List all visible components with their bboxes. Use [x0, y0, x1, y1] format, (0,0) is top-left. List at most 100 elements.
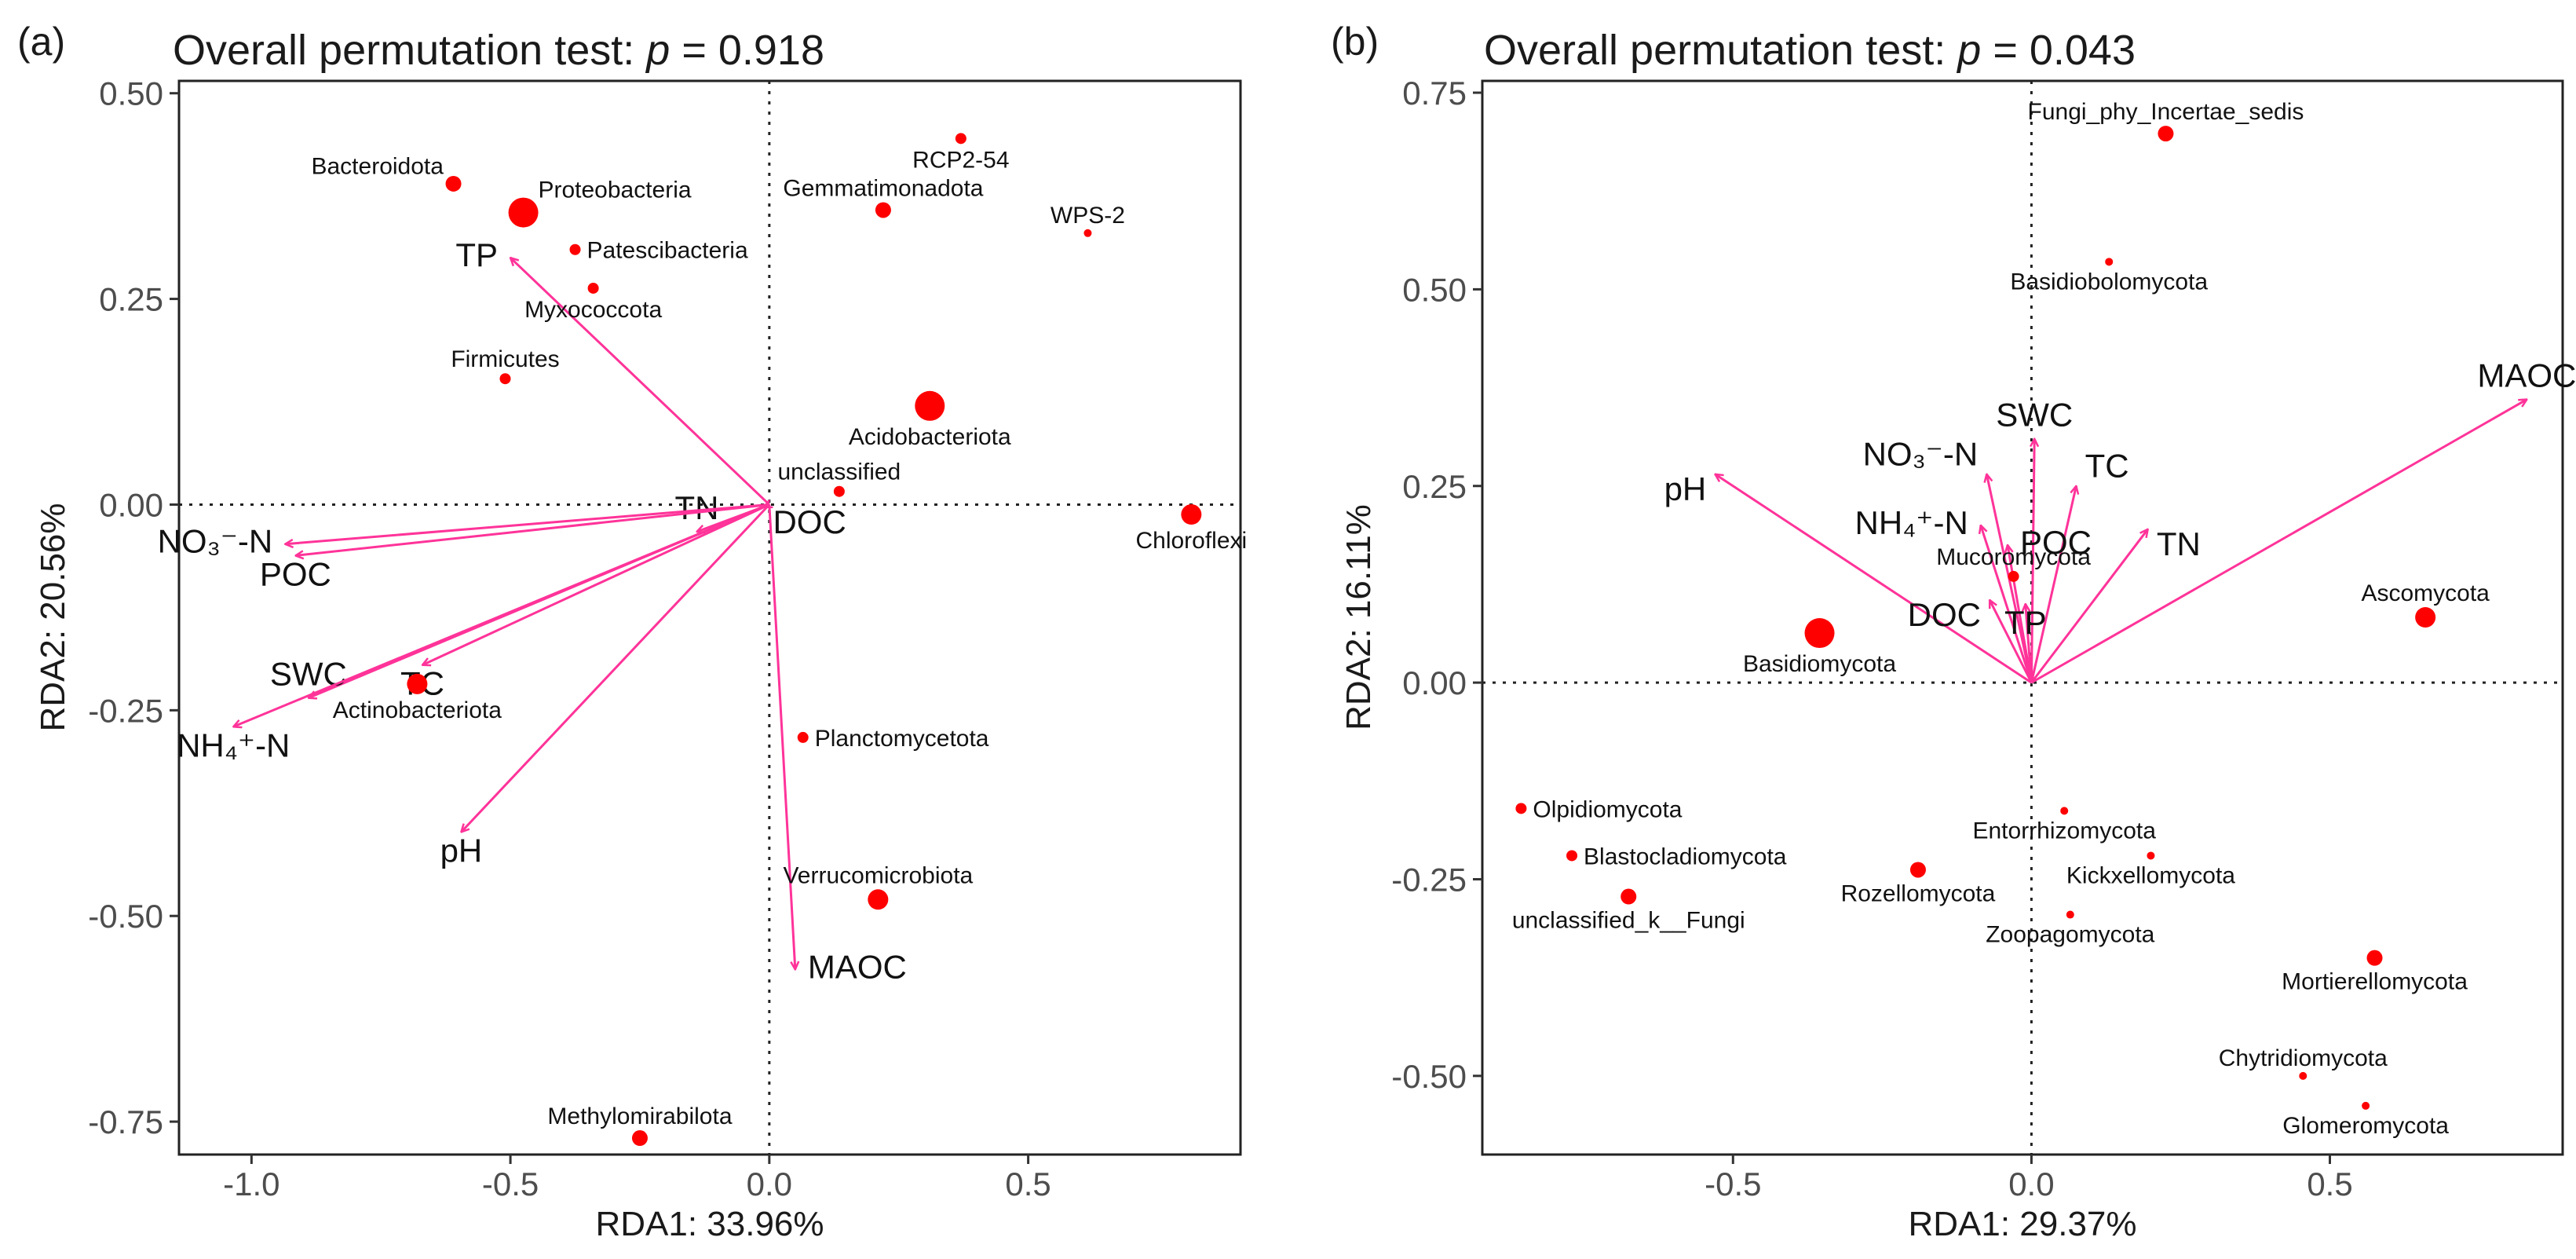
- species-point: [1083, 229, 1092, 237]
- panel-a: (a) Overall permutation test: p = 0.918 …: [17, 20, 1247, 1243]
- panel-b-plot-frame: [1481, 79, 2564, 1156]
- panel-a-x-axis: -1.0 -0.5 0.0 0.5: [223, 1155, 1051, 1202]
- x-tick-label: -1.0: [223, 1166, 280, 1202]
- species-point: [499, 373, 511, 385]
- panel-a-plot-frame: [177, 79, 1242, 1156]
- species-point: [2415, 606, 2436, 628]
- species-point: [2147, 851, 2155, 860]
- y-tick-label: 0.50: [99, 75, 163, 112]
- species-point: [508, 197, 539, 228]
- panel-b-y-axis: -0.50 -0.25 0.00 0.25 0.50 0.75: [1391, 75, 1482, 1095]
- species-label: Entorrhizomycota: [1972, 818, 2156, 844]
- y-tick-label: 0.75: [1402, 75, 1467, 112]
- x-tick-label: 0.0: [2008, 1166, 2054, 1202]
- y-tick-label: 0.25: [99, 281, 163, 318]
- y-tick-label: 0.25: [1402, 468, 1467, 505]
- species-point: [631, 1130, 648, 1147]
- env-vector-TP: [2026, 604, 2033, 683]
- env-label: DOC: [773, 503, 846, 540]
- panel-a-species-points: Bacteroidota Proteobacteria RCP2-54Gemmati…: [311, 133, 1247, 1147]
- species-label: Firmicutes: [451, 346, 559, 372]
- y-tick-label: -0.50: [1391, 1058, 1467, 1095]
- env-label: pH: [440, 832, 483, 869]
- env-vector-MAOC: [2030, 400, 2527, 684]
- species-label: unclassified_k__Fungi: [1512, 908, 1745, 934]
- env-vector-NH₄⁺-N: [233, 503, 770, 726]
- x-tick-label: -0.5: [482, 1166, 539, 1202]
- species-point: [833, 485, 845, 497]
- species-label: Chloroflexi: [1135, 528, 1247, 554]
- panel-a-x-axis-title: RDA1: 33.96%: [595, 1205, 824, 1243]
- env-vector-NO₃⁻-N: [285, 503, 769, 543]
- species-point: [2158, 126, 2174, 142]
- species-label: Zoopagomycota: [1986, 922, 2154, 948]
- panel-a-y-axis: -0.75 -0.50 -0.25 0.00 0.25 0.50: [88, 75, 179, 1140]
- species-label: Actinobacteriota: [333, 697, 502, 723]
- env-label: TC: [2085, 448, 2129, 485]
- env-vector-DOC: [1988, 600, 2033, 683]
- panel-a-title: Overall permutation test: p = 0.918: [173, 27, 824, 74]
- x-tick-label: 0.5: [2307, 1166, 2352, 1202]
- species-label: Mucoromycota: [1936, 544, 2091, 570]
- env-label: TN: [675, 489, 719, 526]
- env-vector-TC: [2030, 486, 2076, 683]
- species-point: [445, 175, 462, 192]
- env-label: SWC: [270, 656, 347, 693]
- species-label: Fungi_phy_Incertae_sedis: [2028, 99, 2304, 125]
- panel-b-x-axis-title: RDA1: 29.37%: [1908, 1205, 2136, 1243]
- species-point: [2366, 950, 2383, 966]
- env-vector-POC: [2008, 545, 2033, 683]
- env-vector-pH: [461, 503, 770, 832]
- env-vector-MAOC: [768, 504, 795, 969]
- panel-b-tag: (b): [1331, 20, 1379, 64]
- env-label: NO₃⁻-N: [1863, 436, 1979, 473]
- species-point: [2060, 807, 2069, 815]
- env-label: NH₄⁺-N: [177, 726, 290, 763]
- env-vector-SWC: [2031, 439, 2034, 683]
- panel-b-y-axis-title: RDA2: 16.11%: [1339, 504, 1378, 730]
- panel-b-species-points: Fungi_phy_Incertae_sedis Basidiobolomycot…: [1512, 99, 2490, 1139]
- env-label: TP: [455, 236, 498, 273]
- species-point: [587, 282, 599, 294]
- species-label: Proteobacteria: [538, 178, 691, 203]
- species-point: [915, 390, 945, 421]
- env-vector-POC: [295, 503, 770, 555]
- env-label: MAOC: [2477, 357, 2576, 394]
- panel-b: (b) Overall permutation test: p = 0.043 …: [1331, 20, 2576, 1243]
- env-label: pH: [1664, 470, 1707, 507]
- env-label: SWC: [1996, 397, 2073, 434]
- species-point: [1181, 504, 1202, 525]
- y-tick-label: 0.50: [1402, 271, 1467, 308]
- species-label: Ascomycota: [2361, 580, 2490, 606]
- species-label: unclassified: [777, 459, 901, 485]
- env-label: POC: [260, 555, 331, 592]
- species-point: [1515, 803, 1527, 814]
- env-label: NH₄⁺-N: [1854, 504, 1968, 541]
- y-tick-label: -0.75: [88, 1103, 163, 1140]
- species-label: Mortierellomycota: [2282, 969, 2468, 995]
- panel-b-env-vectors: SWC NO₃⁻-N TC NH₄⁺-N POC TN MAOC pH DOC TP: [1664, 357, 2576, 684]
- species-label: Verrucomicrobiota: [783, 862, 973, 888]
- species-label: WPS-2: [1050, 203, 1125, 229]
- y-tick-label: -0.50: [88, 898, 163, 935]
- species-point: [797, 731, 809, 743]
- env-label: MAOC: [808, 948, 907, 985]
- env-vector-TP: [510, 258, 770, 506]
- species-point: [2008, 570, 2019, 582]
- species-label: Planctomycetota: [815, 726, 989, 752]
- env-label: DOC: [1908, 596, 1981, 633]
- species-point: [2362, 1101, 2370, 1110]
- species-label: Basidiobolomycota: [2010, 269, 2208, 295]
- species-point: [875, 202, 891, 218]
- species-label: Bacteroidota: [311, 153, 444, 179]
- species-label: Patescibacteria: [587, 238, 748, 264]
- y-tick-label: -0.25: [88, 692, 163, 729]
- species-label: Methylomirabilota: [547, 1103, 732, 1129]
- species-point: [569, 243, 581, 255]
- panel-b-title: Overall permutation test: p = 0.043: [1484, 27, 2136, 74]
- species-label: Myxococcota: [524, 297, 662, 323]
- y-tick-label: 0.00: [99, 486, 163, 523]
- y-tick-label: 0.00: [1402, 664, 1467, 701]
- species-point: [2066, 910, 2074, 919]
